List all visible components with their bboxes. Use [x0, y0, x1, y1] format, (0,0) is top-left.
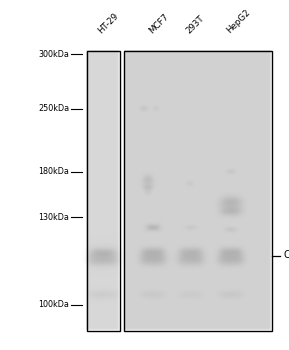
Text: 300kDa: 300kDa	[38, 50, 69, 59]
Text: 130kDa: 130kDa	[38, 212, 69, 222]
Text: CARD6: CARD6	[283, 251, 289, 260]
Text: 100kDa: 100kDa	[38, 300, 69, 309]
Text: 250kDa: 250kDa	[38, 104, 69, 113]
Text: MCF7: MCF7	[147, 12, 170, 35]
Text: 293T: 293T	[184, 13, 206, 35]
Text: HepG2: HepG2	[225, 8, 252, 35]
Text: HT-29: HT-29	[96, 11, 120, 35]
Text: 180kDa: 180kDa	[38, 167, 69, 176]
